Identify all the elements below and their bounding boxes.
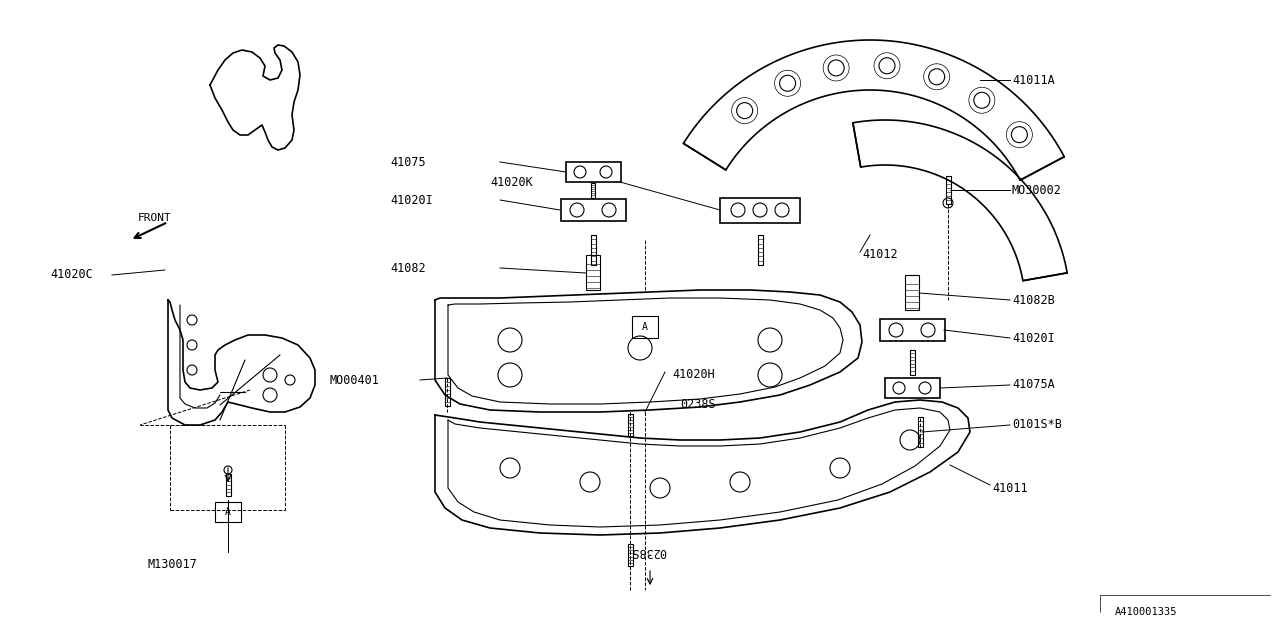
Bar: [918, 417, 923, 447]
Text: 41020K: 41020K: [490, 175, 532, 189]
Bar: [225, 474, 230, 496]
Bar: [632, 316, 658, 338]
Text: 41082: 41082: [390, 262, 426, 275]
Bar: [215, 502, 241, 522]
Bar: [884, 378, 940, 398]
Bar: [566, 162, 621, 182]
Bar: [905, 275, 919, 310]
Bar: [444, 378, 449, 406]
Text: 41011A: 41011A: [1012, 74, 1055, 86]
Bar: [758, 235, 763, 265]
Text: 0238S: 0238S: [630, 545, 666, 559]
Bar: [946, 176, 951, 204]
Bar: [910, 349, 914, 374]
Text: 41020H: 41020H: [672, 369, 714, 381]
Text: A: A: [643, 322, 648, 332]
Text: FRONT: FRONT: [138, 213, 172, 223]
Text: MO00401: MO00401: [330, 374, 380, 387]
Bar: [627, 414, 632, 436]
Text: 41020C: 41020C: [50, 269, 92, 282]
Bar: [719, 198, 800, 223]
Bar: [590, 235, 595, 265]
Text: 41020I: 41020I: [1012, 332, 1055, 344]
Text: 41020I: 41020I: [390, 193, 433, 207]
Text: 41012: 41012: [861, 248, 897, 262]
Bar: [561, 199, 626, 221]
Text: 0101S*B: 0101S*B: [1012, 419, 1062, 431]
Text: 41075: 41075: [390, 156, 426, 168]
Bar: [627, 544, 632, 566]
Text: M130017: M130017: [148, 559, 198, 572]
Text: 0238S: 0238S: [680, 399, 716, 412]
Bar: [591, 182, 595, 198]
Bar: [586, 255, 600, 290]
Text: 41082B: 41082B: [1012, 294, 1055, 307]
Text: A: A: [225, 507, 230, 517]
Text: A410001335: A410001335: [1115, 607, 1178, 617]
Text: MO30002: MO30002: [1012, 184, 1062, 196]
Text: 41075A: 41075A: [1012, 378, 1055, 392]
Text: 41011: 41011: [992, 481, 1028, 495]
Bar: [879, 319, 945, 341]
